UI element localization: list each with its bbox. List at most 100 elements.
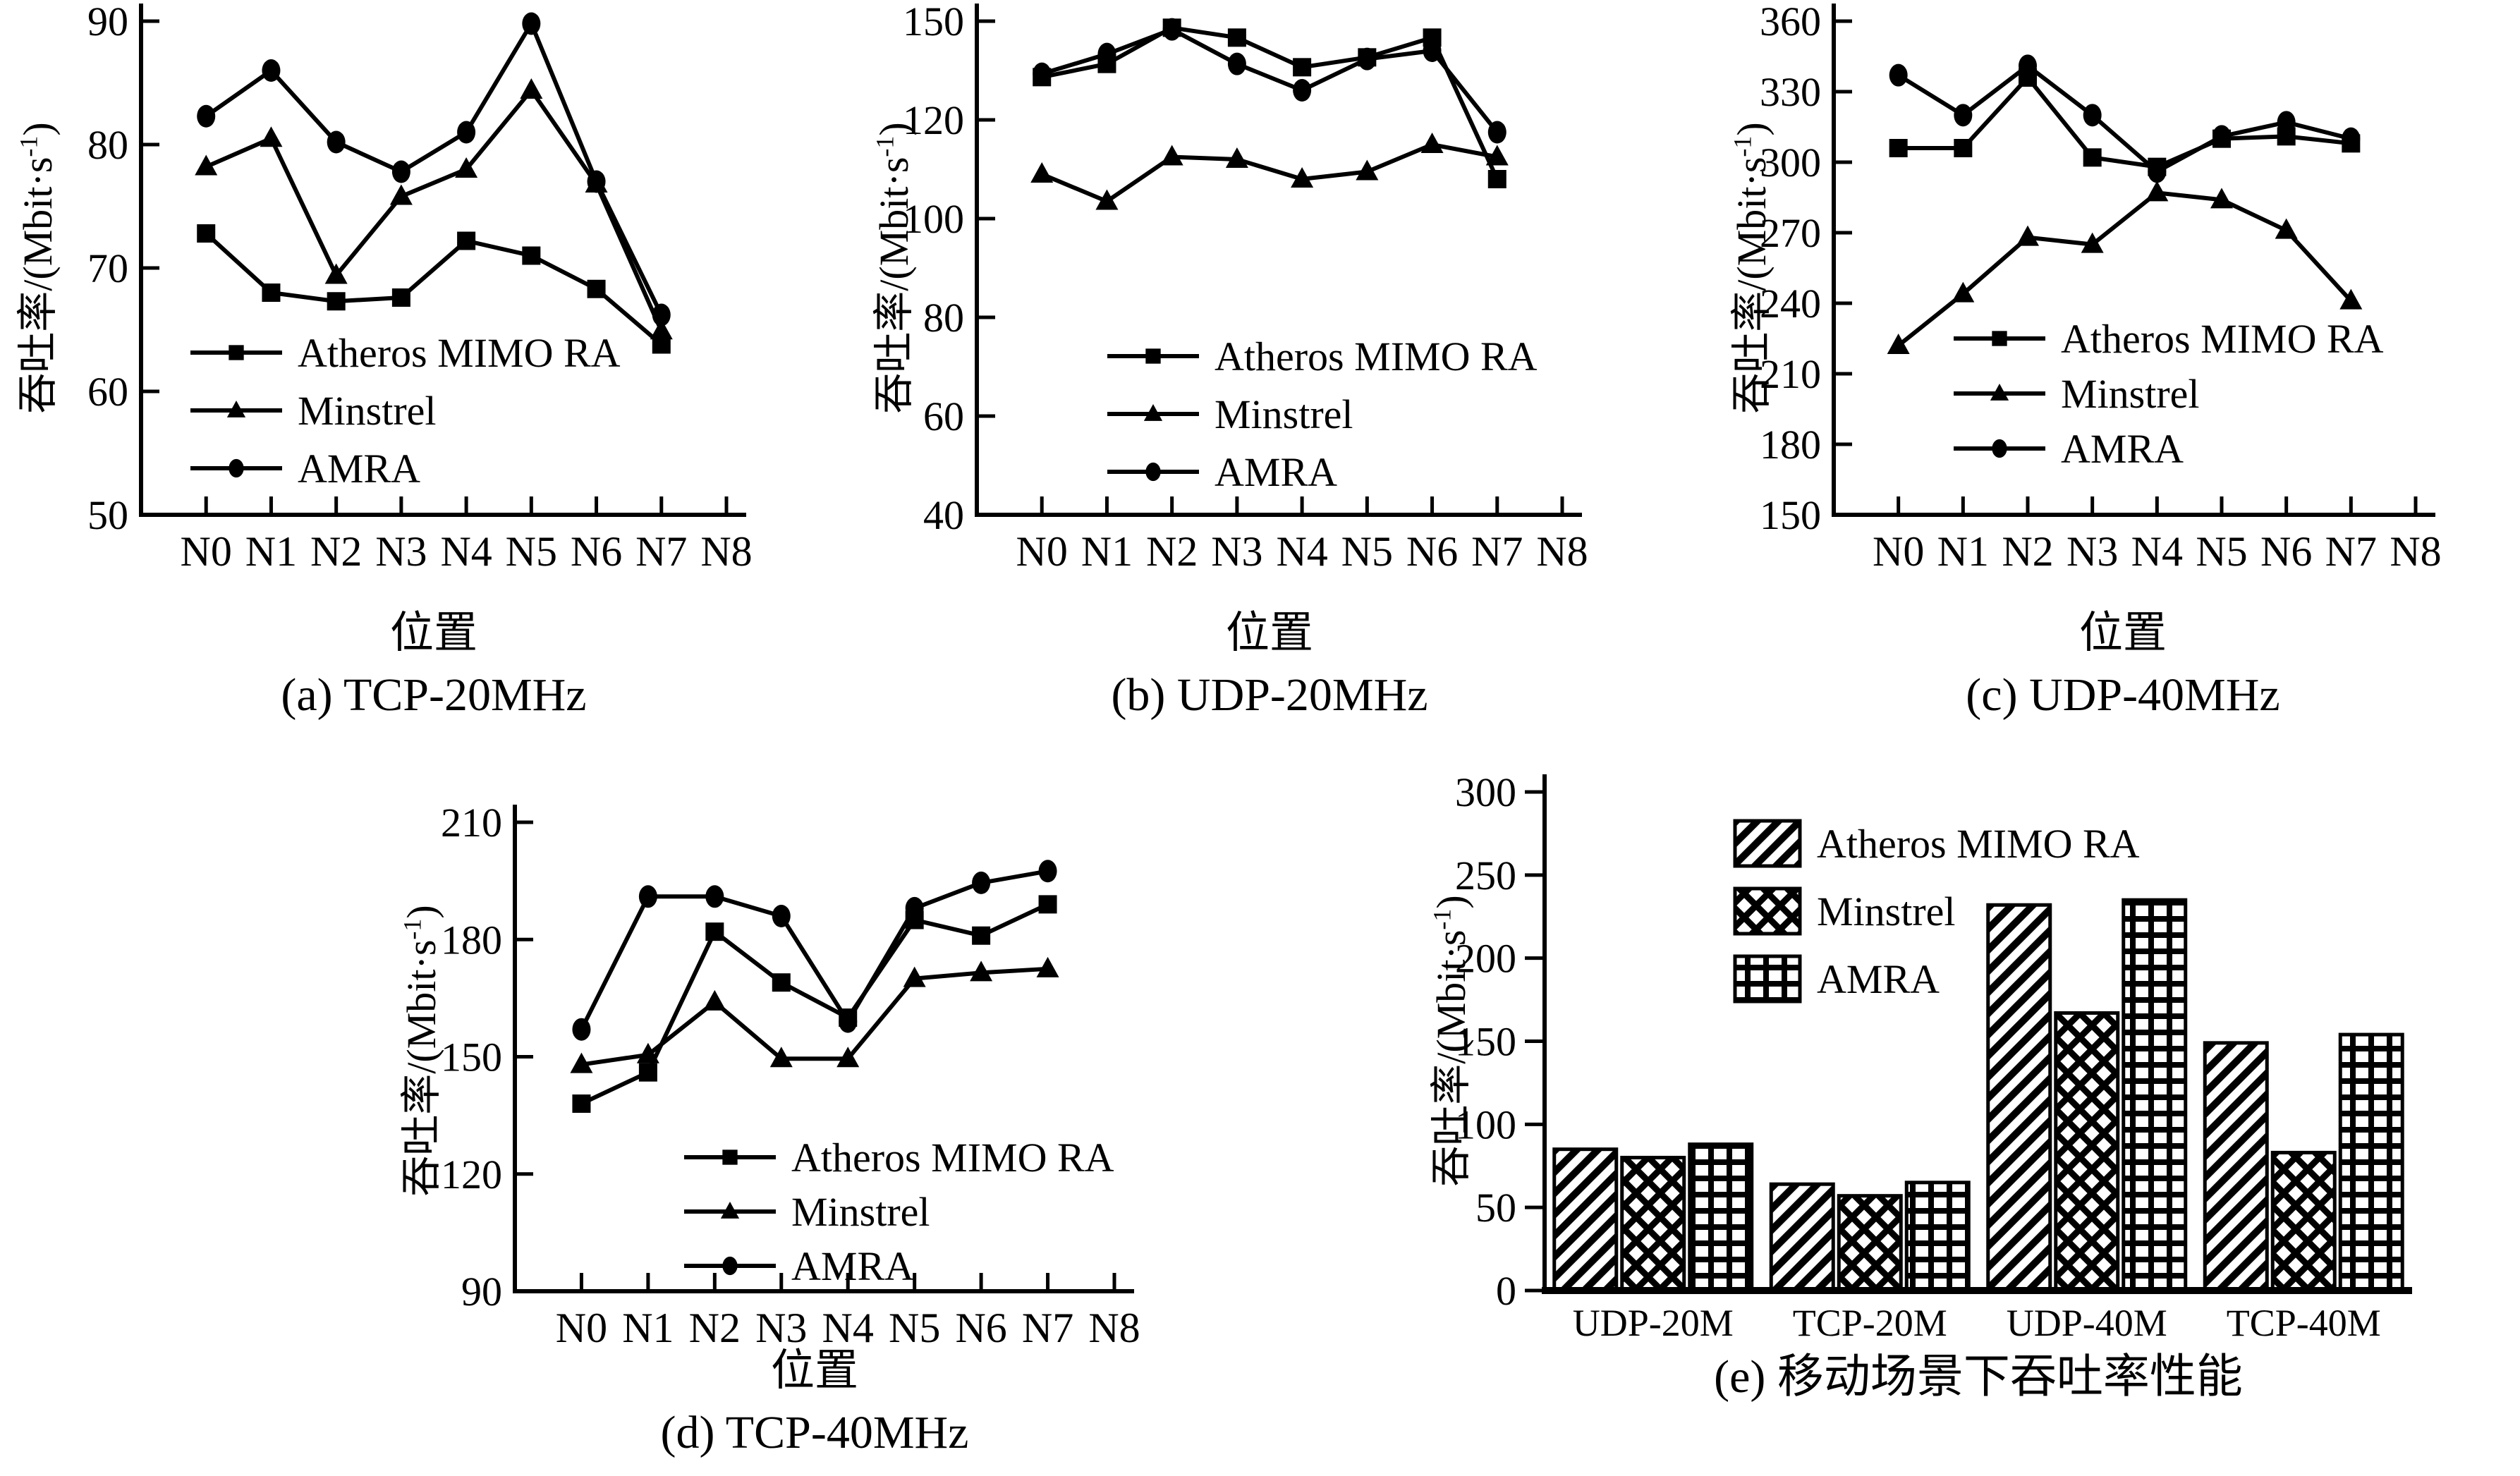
marker-circle xyxy=(572,1018,591,1041)
marker-circle xyxy=(327,130,346,154)
legend: Atheros MIMO RA Minstrel AMRA xyxy=(1954,316,2384,472)
x-tick-label: N4 xyxy=(2131,528,2183,575)
x-tick-label: N0 xyxy=(1873,528,1924,575)
legend-label: Minstrel xyxy=(2061,371,2200,417)
x-tick-label: N2 xyxy=(689,1305,741,1351)
legend-swatch xyxy=(1733,886,1802,936)
marker-circle xyxy=(1033,62,1052,85)
marker-circle xyxy=(1954,104,1973,127)
marker-circle xyxy=(2342,127,2361,150)
caption-a: (a) TCP-20MHz xyxy=(281,669,587,721)
x-axis-label-c: 位置 xyxy=(2078,609,2167,657)
x-axis-label-a: 位置 xyxy=(389,609,478,657)
x-tick-label: N0 xyxy=(556,1305,607,1351)
x-tick-label: N2 xyxy=(310,528,362,575)
legend-label: Atheros MIMO RA xyxy=(2061,316,2384,362)
y-tick-label: 250 xyxy=(1455,853,1516,898)
marker-square xyxy=(705,922,724,941)
marker-circle xyxy=(839,1010,858,1033)
series-line xyxy=(205,87,664,332)
caption-d: (d) TCP-40MHz xyxy=(660,1407,969,1458)
marker-square xyxy=(391,288,410,307)
legend: Atheros MIMO RA Minstrel AMRA xyxy=(684,1135,1114,1289)
x-tick-label: N0 xyxy=(1016,528,1068,575)
axes: 360 330 300 270 240 210 180 150 N0 N1 N2 N3 N4 N5 N6 N7… xyxy=(1760,0,2442,575)
x-tick-label: N3 xyxy=(375,528,427,575)
legend-label: AMRA xyxy=(791,1243,914,1289)
marker-triangle xyxy=(1030,162,1054,183)
legend-label: Atheros MIMO RA xyxy=(1817,821,2140,867)
marker-triangle xyxy=(1420,133,1444,153)
series-line xyxy=(1897,190,2353,348)
marker-triangle xyxy=(1356,159,1379,181)
x-tick-label: N3 xyxy=(755,1305,807,1351)
series-minstrel xyxy=(195,78,673,340)
marker-triangle xyxy=(2145,181,2169,202)
bar-group-label: TCP-20M xyxy=(1793,1302,1947,1344)
marker-circle xyxy=(2083,104,2102,127)
bar-amra-udp-40m xyxy=(2122,898,2188,1293)
legend-label: AMRA xyxy=(1817,956,1940,1002)
marker-triangle xyxy=(2081,232,2104,253)
y-axis-label-d: 吞吐率/(Mbit·s-1) xyxy=(398,905,444,1197)
chart-a-tcp-20mhz-plot: 90 80 70 60 50 N0 N1 N2 N3 N4 N5 N6 N7 N8 Atheros MIMO… xyxy=(87,0,753,575)
bar-amra-udp-20m xyxy=(1688,1142,1754,1293)
caption-b: (b) UDP-20MHz xyxy=(1111,669,1428,721)
y-tick-label: 150 xyxy=(903,0,964,44)
marker-square xyxy=(457,231,476,250)
x-tick-label: N1 xyxy=(1081,528,1133,575)
x-tick-label: N7 xyxy=(1471,528,1523,575)
marker-square xyxy=(572,1094,591,1113)
caption-e: (e) 移动场景下吞吐率性能 xyxy=(1714,1351,2243,1403)
legend-label: Minstrel xyxy=(298,388,437,434)
y-axis-label-e: 吞吐率/(Mbit·s-1) xyxy=(1428,895,1474,1187)
marker-triangle xyxy=(226,401,246,417)
bar-amra-tcp-20m xyxy=(1904,1181,1971,1293)
marker-square xyxy=(972,926,991,945)
marker-circle xyxy=(1992,439,2007,458)
marker-circle xyxy=(1293,79,1312,102)
marker-square xyxy=(1227,28,1246,47)
legend-label: Atheros MIMO RA xyxy=(298,330,621,376)
series-line xyxy=(1041,142,1498,204)
marker-triangle xyxy=(324,263,348,284)
x-tick-label: N4 xyxy=(440,528,492,575)
marker-triangle xyxy=(1485,145,1509,166)
legend-label: AMRA xyxy=(298,446,420,492)
bar-group-label: UDP-20M xyxy=(1573,1302,1734,1344)
series-line xyxy=(205,231,663,346)
axes: 150 120 100 80 60 40 N0 N1 N2 N3 N4 N5 N6 N7 N8 xyxy=(903,0,1588,575)
marker-triangle xyxy=(455,157,478,178)
y-tick-label: 360 xyxy=(1760,0,1821,44)
y-tick-label: 70 xyxy=(87,245,128,291)
y-tick-label: 100 xyxy=(903,196,964,242)
y-tick-label: 270 xyxy=(1760,210,1821,256)
marker-circle xyxy=(722,1256,738,1276)
y-tick-label: 0 xyxy=(1496,1268,1516,1314)
marker-circle xyxy=(229,458,244,478)
marker-triangle xyxy=(2016,225,2039,246)
marker-circle xyxy=(2277,111,2296,134)
y-tick-label: 100 xyxy=(1455,1102,1516,1147)
x-tick-label: N5 xyxy=(889,1305,940,1351)
y-tick-label: 200 xyxy=(1455,936,1516,982)
marker-square xyxy=(522,246,541,265)
marker-circle xyxy=(1097,42,1116,66)
y-axis-label-b: 吞吐率/(Mbit·s-1) xyxy=(870,122,917,414)
marker-circle xyxy=(1487,121,1506,144)
marker-circle xyxy=(772,905,791,927)
series-line xyxy=(579,869,1049,1031)
marker-circle xyxy=(522,12,541,35)
legend: Atheros MIMO RA Minstrel AMRA xyxy=(1733,819,2140,1004)
x-tick-label: N2 xyxy=(2002,528,2053,575)
x-tick-label: N5 xyxy=(1341,528,1393,575)
legend-swatch xyxy=(1733,954,1802,1004)
legend-label: Atheros MIMO RA xyxy=(1215,334,1538,379)
marker-triangle xyxy=(570,1052,593,1073)
marker-circle xyxy=(1423,39,1442,62)
marker-triangle xyxy=(1952,281,1975,303)
series-amra xyxy=(572,860,1057,1041)
y-tick-label: 300 xyxy=(1455,769,1516,815)
y-tick-label: 60 xyxy=(923,394,964,439)
